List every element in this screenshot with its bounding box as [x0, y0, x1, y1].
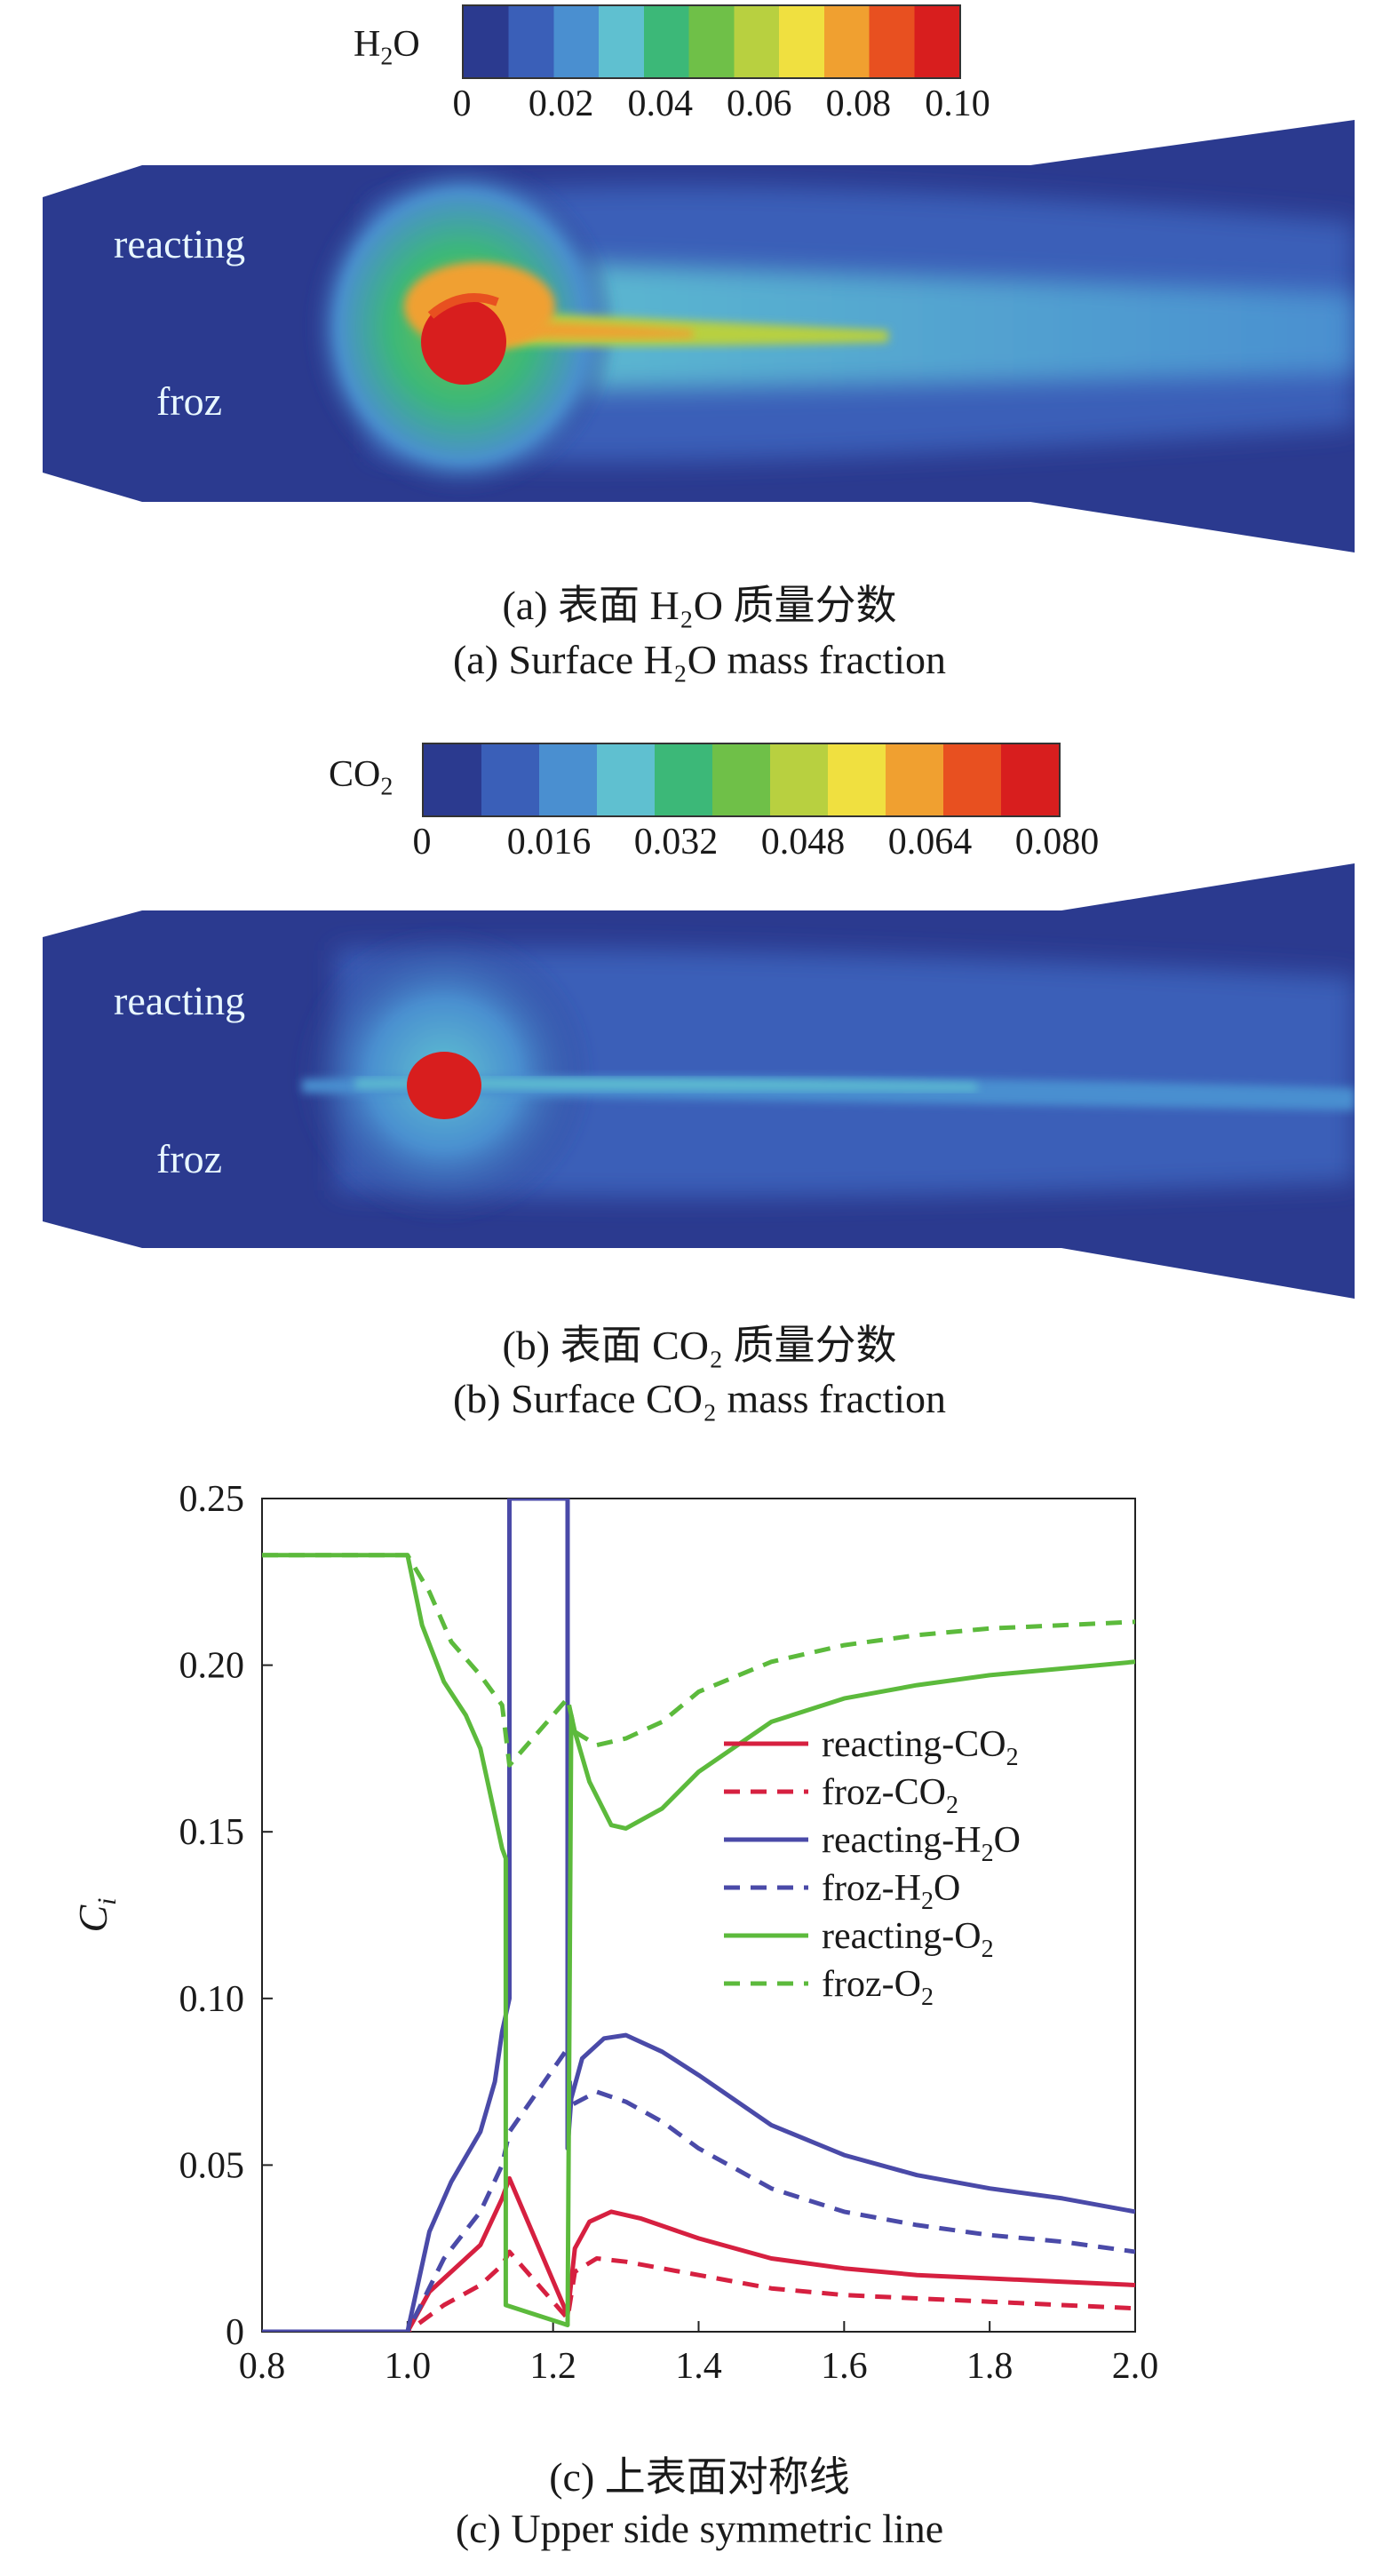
colorbar-b: [422, 743, 1061, 817]
caption-b-en: (b) Surface CO₂ mass fraction: [452, 1376, 947, 1421]
legend-label: froz-CO2: [822, 1772, 958, 1819]
colorbar-a-label: H2O: [354, 24, 420, 71]
caption-c-cn: (c) 上表面对称线: [549, 2454, 850, 2500]
y-tick-label: 0.25: [179, 1479, 245, 1520]
series-line-reacting-co2: [262, 2175, 1135, 2332]
series-line-froz-h2o: [262, 2046, 1135, 2332]
line-chart: 0.8 1.0 1.2 1.4 1.6 1.8 2.0 0 0.05 0.10 0.15 0.20 0.…: [70, 1479, 1159, 2387]
label-reacting-a: reacting: [114, 221, 246, 266]
y-tick-label: 0.05: [179, 2145, 245, 2186]
legend-label: froz-O2: [822, 1964, 934, 2011]
y-tick-label: 0.10: [179, 1979, 245, 2020]
legend-label: froz-H2O: [822, 1868, 960, 1915]
y-axis-label: Ci: [70, 1897, 122, 1932]
colorbar-tick-label: 0.016: [506, 822, 592, 863]
plot-frame: [261, 1498, 1136, 2333]
contour-b: [43, 863, 1355, 1299]
colorbar-tick-label: 0.048: [760, 822, 846, 863]
x-tick-label: 1.8: [966, 2346, 1013, 2387]
series-line-reacting-h2o: [262, 1499, 1135, 2332]
label-froz-b: froz: [156, 1136, 223, 1181]
y-tick-label: 0.20: [179, 1646, 245, 1687]
caption-c-en: (c) Upper side symmetric line: [455, 2506, 944, 2551]
y-tick-label: 0: [226, 2312, 244, 2353]
x-tick-label: 2.0: [1112, 2346, 1159, 2387]
caption-b-cn: (b) 表面 CO₂ 质量分数: [502, 1323, 897, 1368]
x-tick-label: 1.6: [821, 2346, 868, 2387]
series-line-froz-co2: [262, 2249, 1135, 2332]
colorbar-tick-label: 0.10: [925, 83, 990, 124]
x-tick-label: 0.8: [239, 2346, 286, 2387]
series-line-froz-o2: [262, 1553, 1135, 1768]
caption-a-en: (a) Surface H₂O mass fraction: [452, 637, 947, 682]
caption-a-cn: (a) 表面 H₂O 质量分数: [502, 583, 897, 628]
contour-a: [43, 120, 1355, 553]
colorbar-tick-label: 0.04: [627, 83, 693, 124]
label-reacting-b: reacting: [114, 978, 246, 1023]
y-tick-label: 0.15: [179, 1812, 245, 1853]
legend-label: reacting-CO2: [822, 1724, 1019, 1771]
colorbar-tick-label: 0.064: [887, 822, 973, 863]
legend-label: reacting-O2: [822, 1916, 994, 1963]
colorbar-tick-label: 0.080: [1014, 822, 1100, 863]
x-tick-label: 1.2: [529, 2346, 576, 2387]
colorbar-tick-label: 0: [412, 822, 432, 863]
colorbar-tick-label: 0.06: [727, 83, 792, 124]
colorbar-a: [462, 4, 961, 79]
colorbar-tick-label: 0.032: [633, 822, 719, 863]
colorbar-tick-label: 0.02: [528, 83, 594, 124]
x-tick-label: 1.4: [675, 2346, 722, 2387]
legend-label: reacting-H2O: [822, 1820, 1021, 1867]
x-tick-label: 1.0: [385, 2346, 432, 2387]
label-froz-a: froz: [156, 378, 223, 424]
colorbar-b-label: CO2: [329, 754, 393, 801]
colorbar-tick-label: 0.08: [825, 83, 892, 124]
series-line-reacting-o2: [262, 1553, 1135, 2327]
colorbar-tick-label: 0: [452, 83, 472, 124]
